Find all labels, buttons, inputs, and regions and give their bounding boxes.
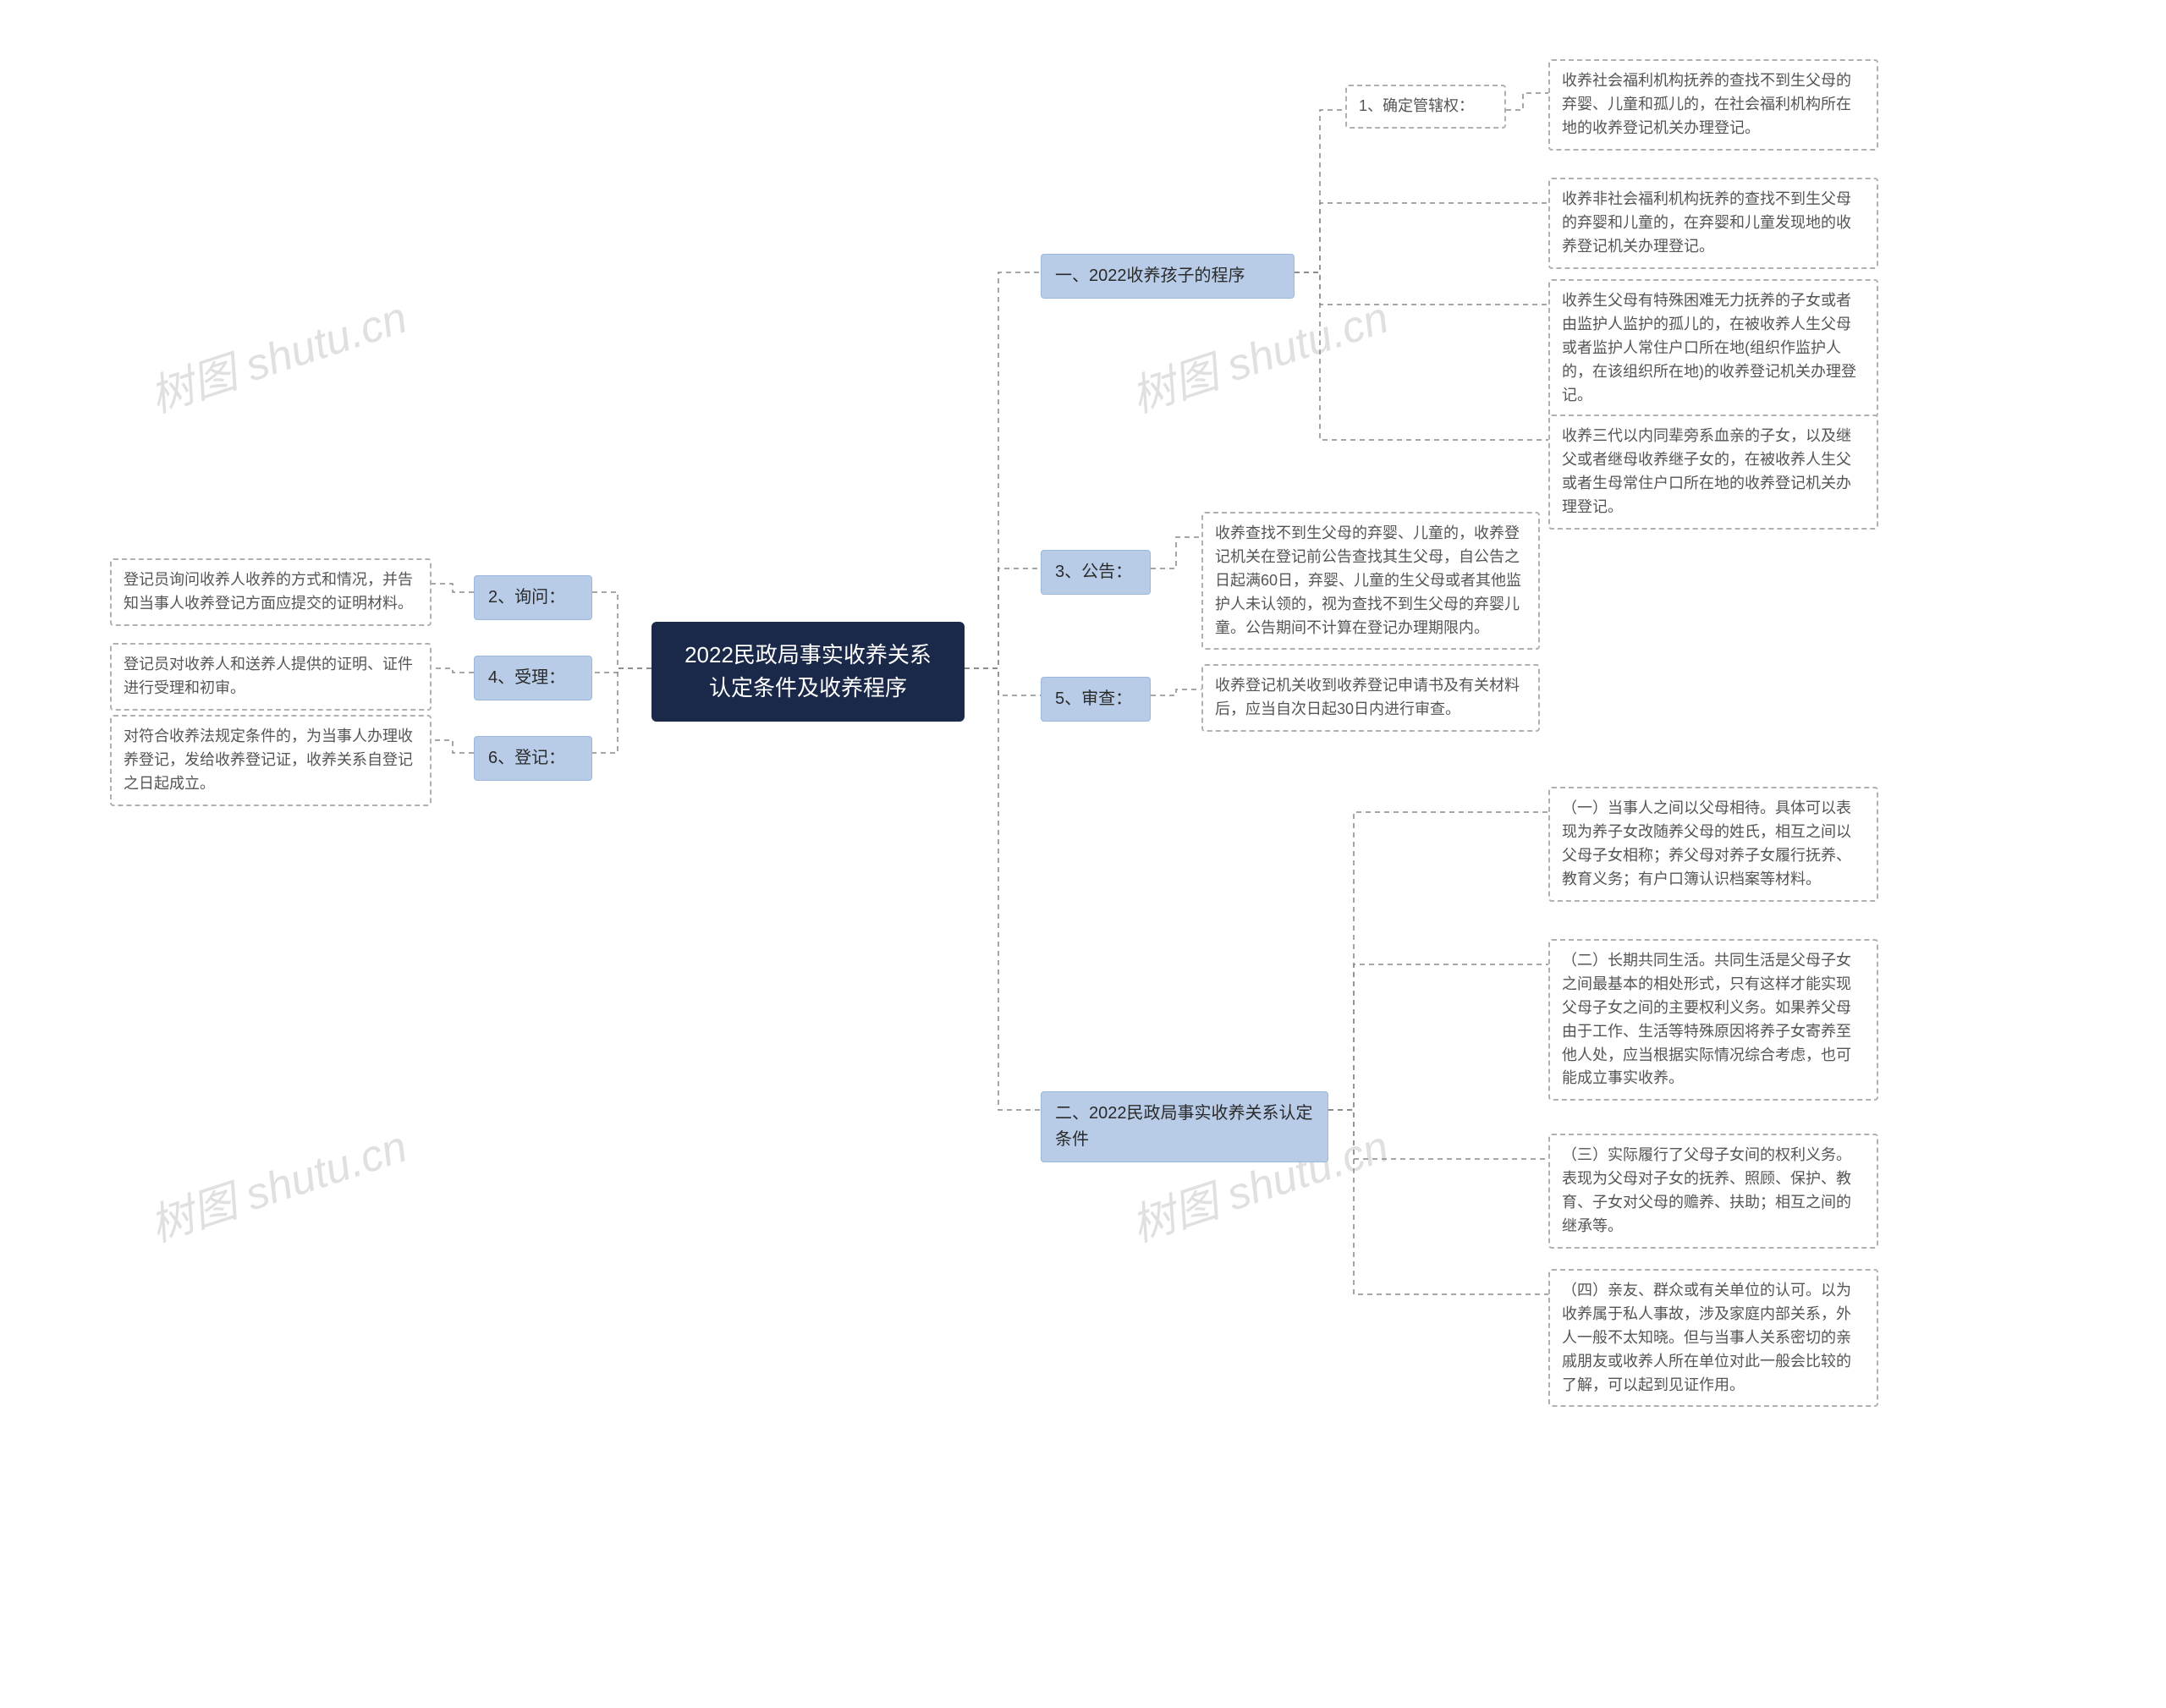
right-leaf-0-3: 收养三代以内同辈旁系血亲的子女，以及继父或者继母收养继子女的，在被收养人生父或者…: [1548, 415, 1878, 530]
root-node: 2022民政局事实收养关系认定条件及收养程序: [651, 622, 965, 722]
left-leaf-2-0: 对符合收养法规定条件的，为当事人办理收养登记，发给收养登记证，收养关系自登记之日…: [110, 715, 432, 806]
right-branch-2: 5、审查：: [1041, 677, 1151, 722]
left-leaf-0-0: 登记员询问收养人收养的方式和情况，并告知当事人收养登记方面应提交的证明材料。: [110, 558, 432, 626]
right-leaf-3-3: （四）亲友、群众或有关单位的认可。以为收养属于私人事故，涉及家庭内部关系，外人一…: [1548, 1269, 1878, 1407]
right-leaf-0-2: 收养生父母有特殊困难无力抚养的子女或者由监护人监护的孤儿的，在被收养人生父母或者…: [1548, 279, 1878, 417]
right-leaf-1-0: 收养查找不到生父母的弃婴、儿童的，收养登记机关在登记前公告查找其生父母，自公告之…: [1201, 512, 1540, 650]
right-leaf-3-2: （三）实际履行了父母子女间的权利义务。表现为父母对子女的抚养、照顾、保护、教育、…: [1548, 1134, 1878, 1249]
right-leaf-0-1: 收养非社会福利机构抚养的查找不到生父母的弃婴和儿童的，在弃婴和儿童发现地的收养登…: [1548, 178, 1878, 269]
left-branch-2: 6、登记：: [474, 736, 592, 781]
mindmap-canvas: 2022民政局事实收养关系认定条件及收养程序 2、询问： 登记员询问收养人收养的方式…: [0, 0, 2166, 1708]
right-branch-1: 3、公告：: [1041, 550, 1151, 595]
right-leaf-2-0: 收养登记机关收到收养登记申请书及有关材料后，应当自次日起30日内进行审查。: [1201, 664, 1540, 732]
left-branch-0: 2、询问：: [474, 575, 592, 620]
left-branch-1: 4、受理：: [474, 656, 592, 700]
right-branch-3: 二、2022民政局事实收养关系认定条件: [1041, 1091, 1328, 1162]
right-branch-0: 一、2022收养孩子的程序: [1041, 254, 1295, 299]
right-sub-0-0: 收养社会福利机构抚养的查找不到生父母的弃婴、儿童和孤儿的，在社会福利机构所在地的…: [1548, 59, 1878, 151]
right-leaf-3-0: （一）当事人之间以父母相待。具体可以表现为养子女改随养父母的姓氏，相互之间以父母…: [1548, 787, 1878, 902]
right-leaf-3-1: （二）长期共同生活。共同生活是父母子女之间最基本的相处形式，只有这样才能实现父母…: [1548, 939, 1878, 1101]
left-leaf-1-0: 登记员对收养人和送养人提供的证明、证件进行受理和初审。: [110, 643, 432, 711]
right-leaf-0-0: 1、确定管辖权：: [1345, 85, 1506, 129]
